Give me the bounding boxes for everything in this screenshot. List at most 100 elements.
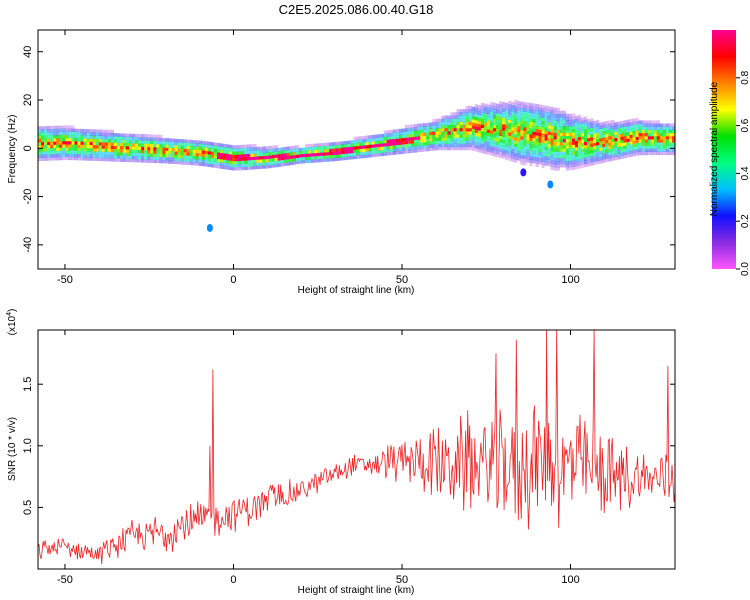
y-tick-label: 0.5 — [22, 500, 34, 515]
heatmap-cell — [535, 160, 539, 164]
heatmap-cell — [68, 141, 72, 145]
heatmap-cell — [514, 109, 518, 113]
heatmap-cell — [647, 126, 651, 131]
heatmap-cell — [477, 111, 481, 115]
heatmap-cell — [405, 143, 409, 148]
heatmap-cell — [408, 137, 412, 141]
heatmap-cell — [529, 103, 533, 107]
heatmap-cell — [150, 153, 154, 157]
heatmap-cell — [368, 144, 372, 148]
heatmap-cell — [56, 153, 60, 158]
heatmap-cell — [571, 135, 576, 139]
heatmap-cell — [535, 107, 539, 111]
heatmap-cell — [47, 129, 51, 133]
heatmap-cell — [283, 162, 287, 166]
heatmap-cell — [523, 161, 527, 166]
heatmap-cell — [377, 146, 381, 151]
heatmap-cell — [356, 142, 360, 147]
heatmap-cell — [486, 132, 491, 136]
heatmap-cell — [195, 143, 199, 147]
heatmap-cell — [280, 159, 284, 164]
heatmap-cell — [192, 143, 196, 147]
heatmap-cell — [541, 152, 545, 156]
heatmap-cell — [553, 161, 557, 165]
heatmap-cell — [116, 136, 121, 140]
heatmap-cell — [262, 159, 266, 163]
heatmap-cell — [168, 160, 172, 164]
heatmap-cell — [150, 137, 154, 141]
heatmap-cell — [165, 138, 169, 142]
heatmap-cell — [223, 143, 227, 148]
heatmap-cell — [101, 145, 105, 149]
heatmap-cell — [571, 163, 576, 167]
heatmap-cell — [656, 120, 660, 124]
heatmap-cell — [511, 120, 515, 125]
heatmap-cell — [189, 155, 193, 159]
heatmap-cell — [183, 155, 187, 159]
heatmap-cell — [71, 131, 75, 136]
heatmap-cell — [65, 156, 69, 160]
heatmap-cell — [514, 146, 518, 151]
heatmap-cell — [41, 129, 45, 133]
heatmap-cell — [323, 142, 327, 147]
heatmap-cell — [153, 144, 157, 148]
heatmap-cell — [165, 153, 169, 158]
heatmap-cell — [659, 139, 663, 143]
heatmap-cell — [59, 153, 63, 158]
heatmap-cell — [107, 148, 111, 152]
heatmap-cell — [374, 150, 378, 154]
heatmap-cell — [483, 144, 488, 148]
heatmap-cell — [408, 134, 412, 138]
heatmap-cell — [502, 130, 506, 134]
heatmap-cell — [496, 128, 500, 133]
heatmap-cell — [395, 151, 400, 155]
heatmap-cell — [107, 129, 111, 134]
heatmap-cell — [41, 151, 45, 155]
heatmap-cell — [232, 157, 236, 162]
heatmap-cell — [74, 153, 78, 158]
heatmap-cell — [177, 160, 181, 165]
heatmap-cell — [502, 149, 506, 153]
heatmap-cell — [565, 145, 569, 149]
heatmap-cell — [389, 139, 394, 143]
heatmap-cell — [83, 147, 87, 152]
heatmap-cell — [490, 127, 494, 131]
heatmap-cell — [471, 119, 475, 123]
heatmap-cell — [402, 144, 406, 148]
heatmap-cell — [317, 152, 321, 157]
heatmap-cell — [92, 135, 96, 139]
heatmap-cell — [244, 150, 248, 155]
heatmap-cell — [116, 145, 121, 150]
heatmap-cell — [499, 129, 503, 133]
heatmap-cell — [462, 109, 466, 113]
heatmap-cell — [565, 116, 569, 121]
heatmap-cell — [253, 153, 257, 157]
heatmap-cell — [308, 147, 312, 151]
heatmap-cell — [298, 151, 303, 155]
heatmap-cell — [353, 143, 357, 147]
y-tick-label: 0 — [22, 145, 34, 151]
heatmap-cell — [493, 127, 497, 132]
snr-series-line — [38, 330, 675, 565]
heatmap-cell — [198, 149, 202, 154]
heatmap-cell — [44, 138, 48, 142]
heatmap-cell — [77, 153, 81, 158]
heatmap-cell — [95, 138, 99, 143]
heatmap-cell — [617, 124, 621, 129]
heatmap-cell — [362, 154, 366, 159]
heatmap-cell — [617, 131, 621, 135]
heatmap-cell — [505, 106, 509, 110]
heatmap-cell — [459, 137, 463, 141]
heatmap-cell — [201, 162, 205, 167]
heatmap-cell — [593, 139, 597, 143]
heatmap-cell — [362, 145, 366, 149]
heatmap-cell — [529, 143, 533, 148]
heatmap-cell — [335, 148, 339, 152]
heatmap-cell — [514, 121, 518, 126]
heatmap-cell — [98, 135, 102, 140]
heatmap-cell — [389, 129, 394, 134]
heatmap-cell — [292, 158, 296, 162]
heatmap-cell — [353, 152, 357, 156]
heatmap-cell — [110, 151, 114, 156]
